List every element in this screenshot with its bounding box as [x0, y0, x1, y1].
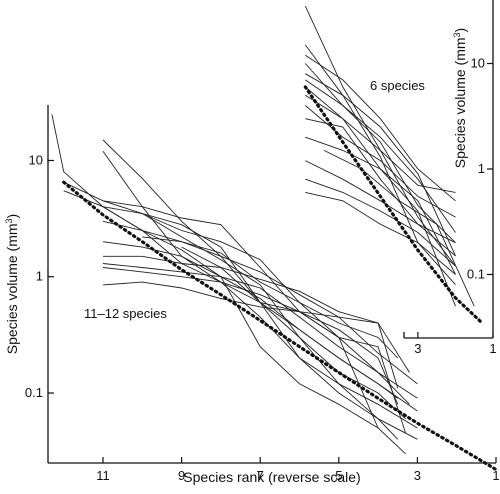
inset-series-line-14 [305, 79, 456, 244]
main-y-axis-label: Species volume (mm3) [4, 214, 20, 354]
main-y-tick-label: 0.1 [25, 385, 43, 400]
main-x-tick-label: 9 [178, 468, 185, 483]
main-series-group [51, 114, 418, 455]
main-x-tick-label: 3 [414, 468, 421, 483]
main-series-line-1 [51, 114, 418, 412]
inset-y-axis-label-tail: ) [452, 28, 468, 33]
main-y-axis-label-main: Species volume (mm [4, 223, 20, 354]
main-series-line-9 [103, 255, 399, 389]
main-annotation: 11–12 species [84, 306, 167, 321]
main-series-line-15 [142, 236, 399, 359]
main-y-tick-label: 10 [29, 152, 43, 167]
inset-series-line-10 [305, 160, 456, 257]
main-x-axis-label: Species rank (reverse scale) [183, 469, 360, 485]
main-series-line-5 [102, 151, 399, 440]
inset-y-tick-label: 1 [478, 161, 485, 176]
inset-series-line-13 [305, 54, 456, 202]
inset-x-tick-label: 1 [489, 341, 496, 356]
main-series-line-13 [102, 241, 406, 455]
main-series-line-2 [63, 181, 418, 440]
main-x-tick-label: 1 [492, 468, 499, 483]
inset-series-line-7 [305, 105, 456, 218]
main-series-line-16 [181, 246, 399, 399]
inset-series-line-5 [305, 86, 456, 193]
main-series-line-12 [102, 281, 410, 373]
inset-y-tick-label: 10 [471, 56, 485, 71]
main-y-axis-label-tail: ) [4, 214, 20, 219]
main-x-tick-label: 11 [96, 468, 110, 483]
inset-series-line-3 [304, 63, 456, 233]
inset-x-tick-label: 3 [414, 341, 421, 356]
inset-y-axis-label: Species volume (mm3) [452, 28, 468, 168]
main-series-line-14 [142, 213, 406, 420]
main-series-line-6 [102, 200, 418, 399]
main-fit-line [62, 180, 498, 472]
inset-y-axis-label-sup: 3 [452, 32, 462, 37]
inset-annotation: 6 species [370, 78, 425, 93]
inset-series-group [304, 5, 475, 307]
main-y-ticks: 0.1 1 10 [25, 152, 54, 400]
inset-y-ticks: 0.1 1 10 [467, 56, 493, 281]
inset-series-line-15 [323, 149, 475, 307]
inset-series-line-12 [305, 191, 456, 286]
inset-y-tick-label: 0.1 [467, 266, 485, 281]
inset-series-line-9 [305, 136, 456, 307]
main-y-tick-label: 1 [36, 269, 43, 284]
main-series-line-7 [102, 206, 407, 434]
main-x-tick-label: 7 [257, 468, 264, 483]
main-series-line-8 [102, 220, 418, 385]
main-x-tick-label: 5 [335, 468, 342, 483]
inset-series-line-1 [304, 5, 456, 267]
main-series-line-11 [102, 267, 399, 405]
inset-series-line-2 [304, 44, 456, 275]
main-y-axis-label-sup: 3 [4, 218, 14, 223]
main-series-line-10 [102, 263, 410, 405]
inset-series-line-11 [305, 178, 456, 267]
inset-y-axis-label-main: Species volume (mm [452, 37, 468, 168]
inset-fit-line [303, 85, 484, 325]
main-x-ticks: 11 9 7 5 3 1 [96, 457, 500, 483]
inset-series-line-4 [305, 73, 456, 257]
